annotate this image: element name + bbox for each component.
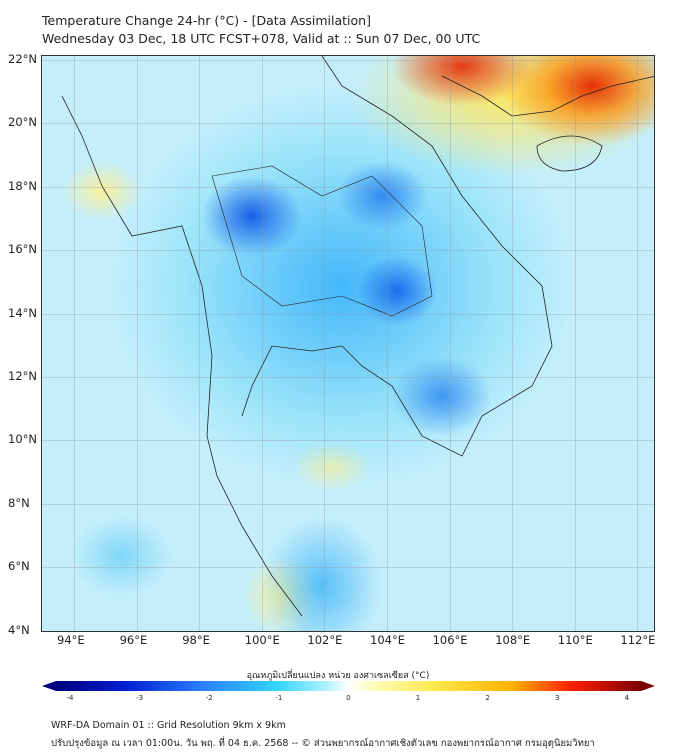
lon-tick-label: 98°E — [182, 633, 210, 647]
colorbar-tick-label: 4 — [624, 694, 630, 702]
lat-tick-label: 4°N — [8, 622, 30, 637]
lon-tick-label: 110°E — [557, 633, 593, 647]
lon-tick-label: 100°E — [244, 633, 280, 647]
gridline-lon — [449, 56, 451, 631]
gridline-lon — [387, 56, 388, 631]
gridline-lon — [324, 56, 326, 631]
gridline-lat — [42, 377, 654, 378]
gridline-lon — [74, 56, 75, 631]
colorbar-tick-label: -4 — [66, 694, 74, 702]
footer-update-info: ปรับปรุงข้อมูล ณ เวลา 01:00น. วัน พฤ. ที… — [51, 738, 595, 749]
chart-title: Temperature Change 24-hr (°C) - [Data As… — [42, 13, 371, 28]
gridline-lon — [637, 56, 639, 631]
lat-tick-label: 18°N — [8, 178, 37, 193]
lat-tick-label: 8°N — [8, 495, 30, 510]
lon-tick-label: 102°E — [307, 633, 343, 647]
coastline-outline — [61, 56, 654, 617]
gridline-lat — [42, 503, 654, 505]
lon-tick-label: 106°E — [432, 633, 468, 647]
chart-subtitle: Wednesday 03 Dec, 18 UTC FCST+078, Valid… — [42, 31, 481, 46]
gridline-lat — [42, 630, 654, 631]
gridline-lat — [42, 440, 654, 442]
gridline-lat — [42, 123, 654, 125]
lon-tick-label: 104°E — [370, 633, 405, 647]
lon-tick-label: 108°E — [495, 633, 531, 647]
gridline-lat — [42, 186, 654, 188]
colorbar — [56, 681, 641, 691]
gridline-lon — [261, 56, 263, 631]
gridline-lat — [42, 60, 654, 61]
colorbar-tick-label: -1 — [275, 694, 283, 702]
gridline-lat — [42, 313, 654, 315]
lon-tick-label: 94°E — [57, 633, 85, 647]
colorbar-max-arrow — [641, 681, 655, 691]
colorbar-tick-label: -2 — [205, 694, 213, 702]
lat-tick-label: 16°N — [8, 242, 37, 257]
gridline-lat — [42, 567, 654, 569]
lat-tick-label: 20°N — [8, 115, 37, 130]
lon-tick-label: 112°E — [620, 633, 656, 647]
colorbar-tick-label: 3 — [554, 694, 560, 702]
colorbar-tick-label: 2 — [485, 694, 490, 702]
lon-tick-label: 96°E — [119, 633, 148, 647]
gridline-lon — [136, 56, 138, 631]
lat-tick-label: 12°N — [8, 369, 37, 383]
colorbar-label: อุณหภูมิเปลี่ยนแปลง หน่วย องศาเซลเซียส (… — [246, 671, 430, 681]
colorbar-tick-label: 1 — [415, 694, 421, 702]
lat-tick-label: 22°N — [8, 52, 37, 66]
lat-tick-label: 6°N — [8, 559, 30, 574]
lat-tick-label: 10°N — [8, 432, 37, 447]
gridline-lon — [199, 56, 201, 631]
gridline-lon — [512, 56, 514, 631]
temperature-change-map — [41, 55, 655, 632]
gridline-lat — [42, 250, 654, 252]
footer-model-info: WRF-DA Domain 01 :: Grid Resolution 9km … — [51, 720, 286, 731]
colorbar-tick-label: 0 — [346, 694, 351, 702]
colorbar-tick-label: -3 — [136, 694, 144, 702]
gridline-lon — [574, 56, 576, 631]
colorbar-min-arrow — [42, 681, 56, 691]
lat-tick-label: 14°N — [8, 305, 37, 320]
